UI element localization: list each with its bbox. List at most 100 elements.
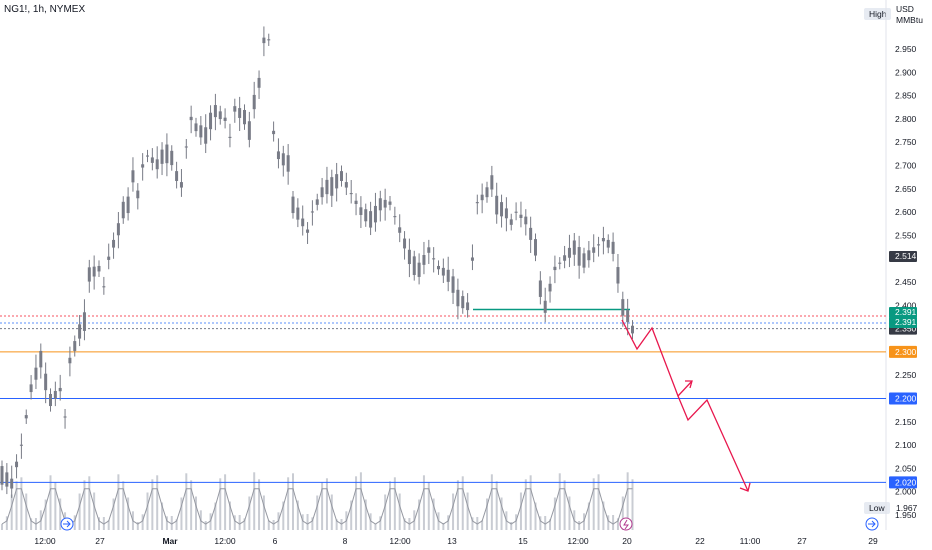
y-tick-label: 2.250 <box>895 370 917 380</box>
volume-bar <box>369 513 372 530</box>
volume-average-line <box>1 488 633 525</box>
y-tick-label: 2.550 <box>895 230 917 240</box>
candle-body <box>296 207 300 220</box>
candle-body <box>267 39 271 41</box>
candle-body <box>461 296 465 309</box>
level-badge <box>889 392 917 405</box>
candle-body <box>233 106 237 112</box>
candle-body <box>276 151 280 160</box>
candle-body <box>160 149 164 164</box>
candle-body <box>39 350 43 368</box>
candle-body <box>621 299 625 316</box>
candle-body <box>398 227 402 233</box>
volume-bar <box>224 474 227 530</box>
x-tick-label: 29 <box>868 536 878 546</box>
x-tick-label: 6 <box>273 536 278 546</box>
volume-bar <box>214 502 217 530</box>
candle-body <box>393 216 397 218</box>
volume-bar <box>534 502 537 530</box>
candle-body <box>189 116 193 121</box>
volume-bar <box>452 493 455 530</box>
candle-body <box>500 202 504 217</box>
volume-bar <box>267 520 270 530</box>
candle-body <box>184 146 188 148</box>
volume-bar <box>292 473 294 530</box>
y-tick-label: 2.150 <box>895 417 917 427</box>
volume-bar <box>626 472 629 530</box>
candle-body <box>378 198 382 211</box>
volume-bar <box>30 518 33 530</box>
candle-body <box>504 208 508 219</box>
volume-bar <box>136 522 139 530</box>
candle-body <box>204 127 208 144</box>
volume-bar <box>500 497 503 530</box>
candle-body <box>44 373 48 391</box>
arrow-head-down <box>739 482 751 492</box>
candle-body <box>466 302 470 311</box>
volume-bar <box>127 497 130 530</box>
volume-bar <box>253 472 256 530</box>
volume-bar <box>442 523 445 530</box>
volume-bar <box>592 478 595 530</box>
volume-bar <box>98 517 100 530</box>
candle-body <box>315 199 319 205</box>
volume-bar <box>117 474 120 530</box>
y-tick-label: 2.050 <box>895 463 917 473</box>
candle-body <box>538 280 542 297</box>
candle-body <box>141 164 145 168</box>
candle-body <box>587 250 591 261</box>
high-badge: High <box>864 8 892 20</box>
candle-body <box>126 196 130 214</box>
candle-body <box>606 239 610 248</box>
volume-bar <box>325 478 328 530</box>
y-tick-label: 2.800 <box>895 114 917 124</box>
candle-body <box>5 472 9 487</box>
x-tick-label: 8 <box>343 536 348 546</box>
y-tick-label: 2.850 <box>895 91 917 101</box>
volume-bar <box>481 520 484 530</box>
x-tick-label: 13 <box>447 536 457 546</box>
volume-bar <box>238 515 241 530</box>
candle-body <box>281 153 285 166</box>
volume-bar <box>529 475 532 530</box>
candle-body <box>558 262 562 264</box>
x-tick-label: 12:00 <box>389 536 411 546</box>
candle-body <box>519 214 523 218</box>
volume-bar <box>209 513 212 530</box>
candle-body <box>572 240 576 255</box>
volume-bar <box>510 522 513 530</box>
volume-bar <box>544 516 547 530</box>
price-badge <box>889 251 917 262</box>
candle-body <box>349 193 353 195</box>
y-tick-label: 2.000 <box>895 487 917 497</box>
volume-bar <box>272 520 275 530</box>
volume-bar <box>190 480 193 530</box>
candle-body <box>320 187 324 198</box>
level-badge-text: 2.300 <box>895 347 917 357</box>
volume-bar <box>262 495 265 530</box>
volume-bar <box>612 515 615 530</box>
price-badge <box>889 307 917 318</box>
candle-body <box>475 202 479 204</box>
arrow-icon <box>63 520 71 528</box>
volume-bar <box>335 519 338 530</box>
candle-body <box>383 199 387 208</box>
candle-body <box>218 111 222 120</box>
volume-bar <box>568 496 571 530</box>
arrow-head-up <box>685 380 693 389</box>
candle-body <box>553 266 557 271</box>
candle-body <box>543 300 547 313</box>
volume-bar <box>587 502 590 530</box>
volume-bar <box>447 515 450 530</box>
y-tick-label: 2.750 <box>895 137 917 147</box>
volume-bar <box>156 475 159 530</box>
candle-body <box>577 247 581 266</box>
volume-bar <box>321 482 324 530</box>
candle-body <box>112 239 116 248</box>
volume-bar <box>539 516 542 530</box>
volume-bar <box>10 494 13 530</box>
volume-bar <box>233 515 236 530</box>
volume-bar <box>107 520 110 530</box>
volume-bar <box>364 499 367 530</box>
